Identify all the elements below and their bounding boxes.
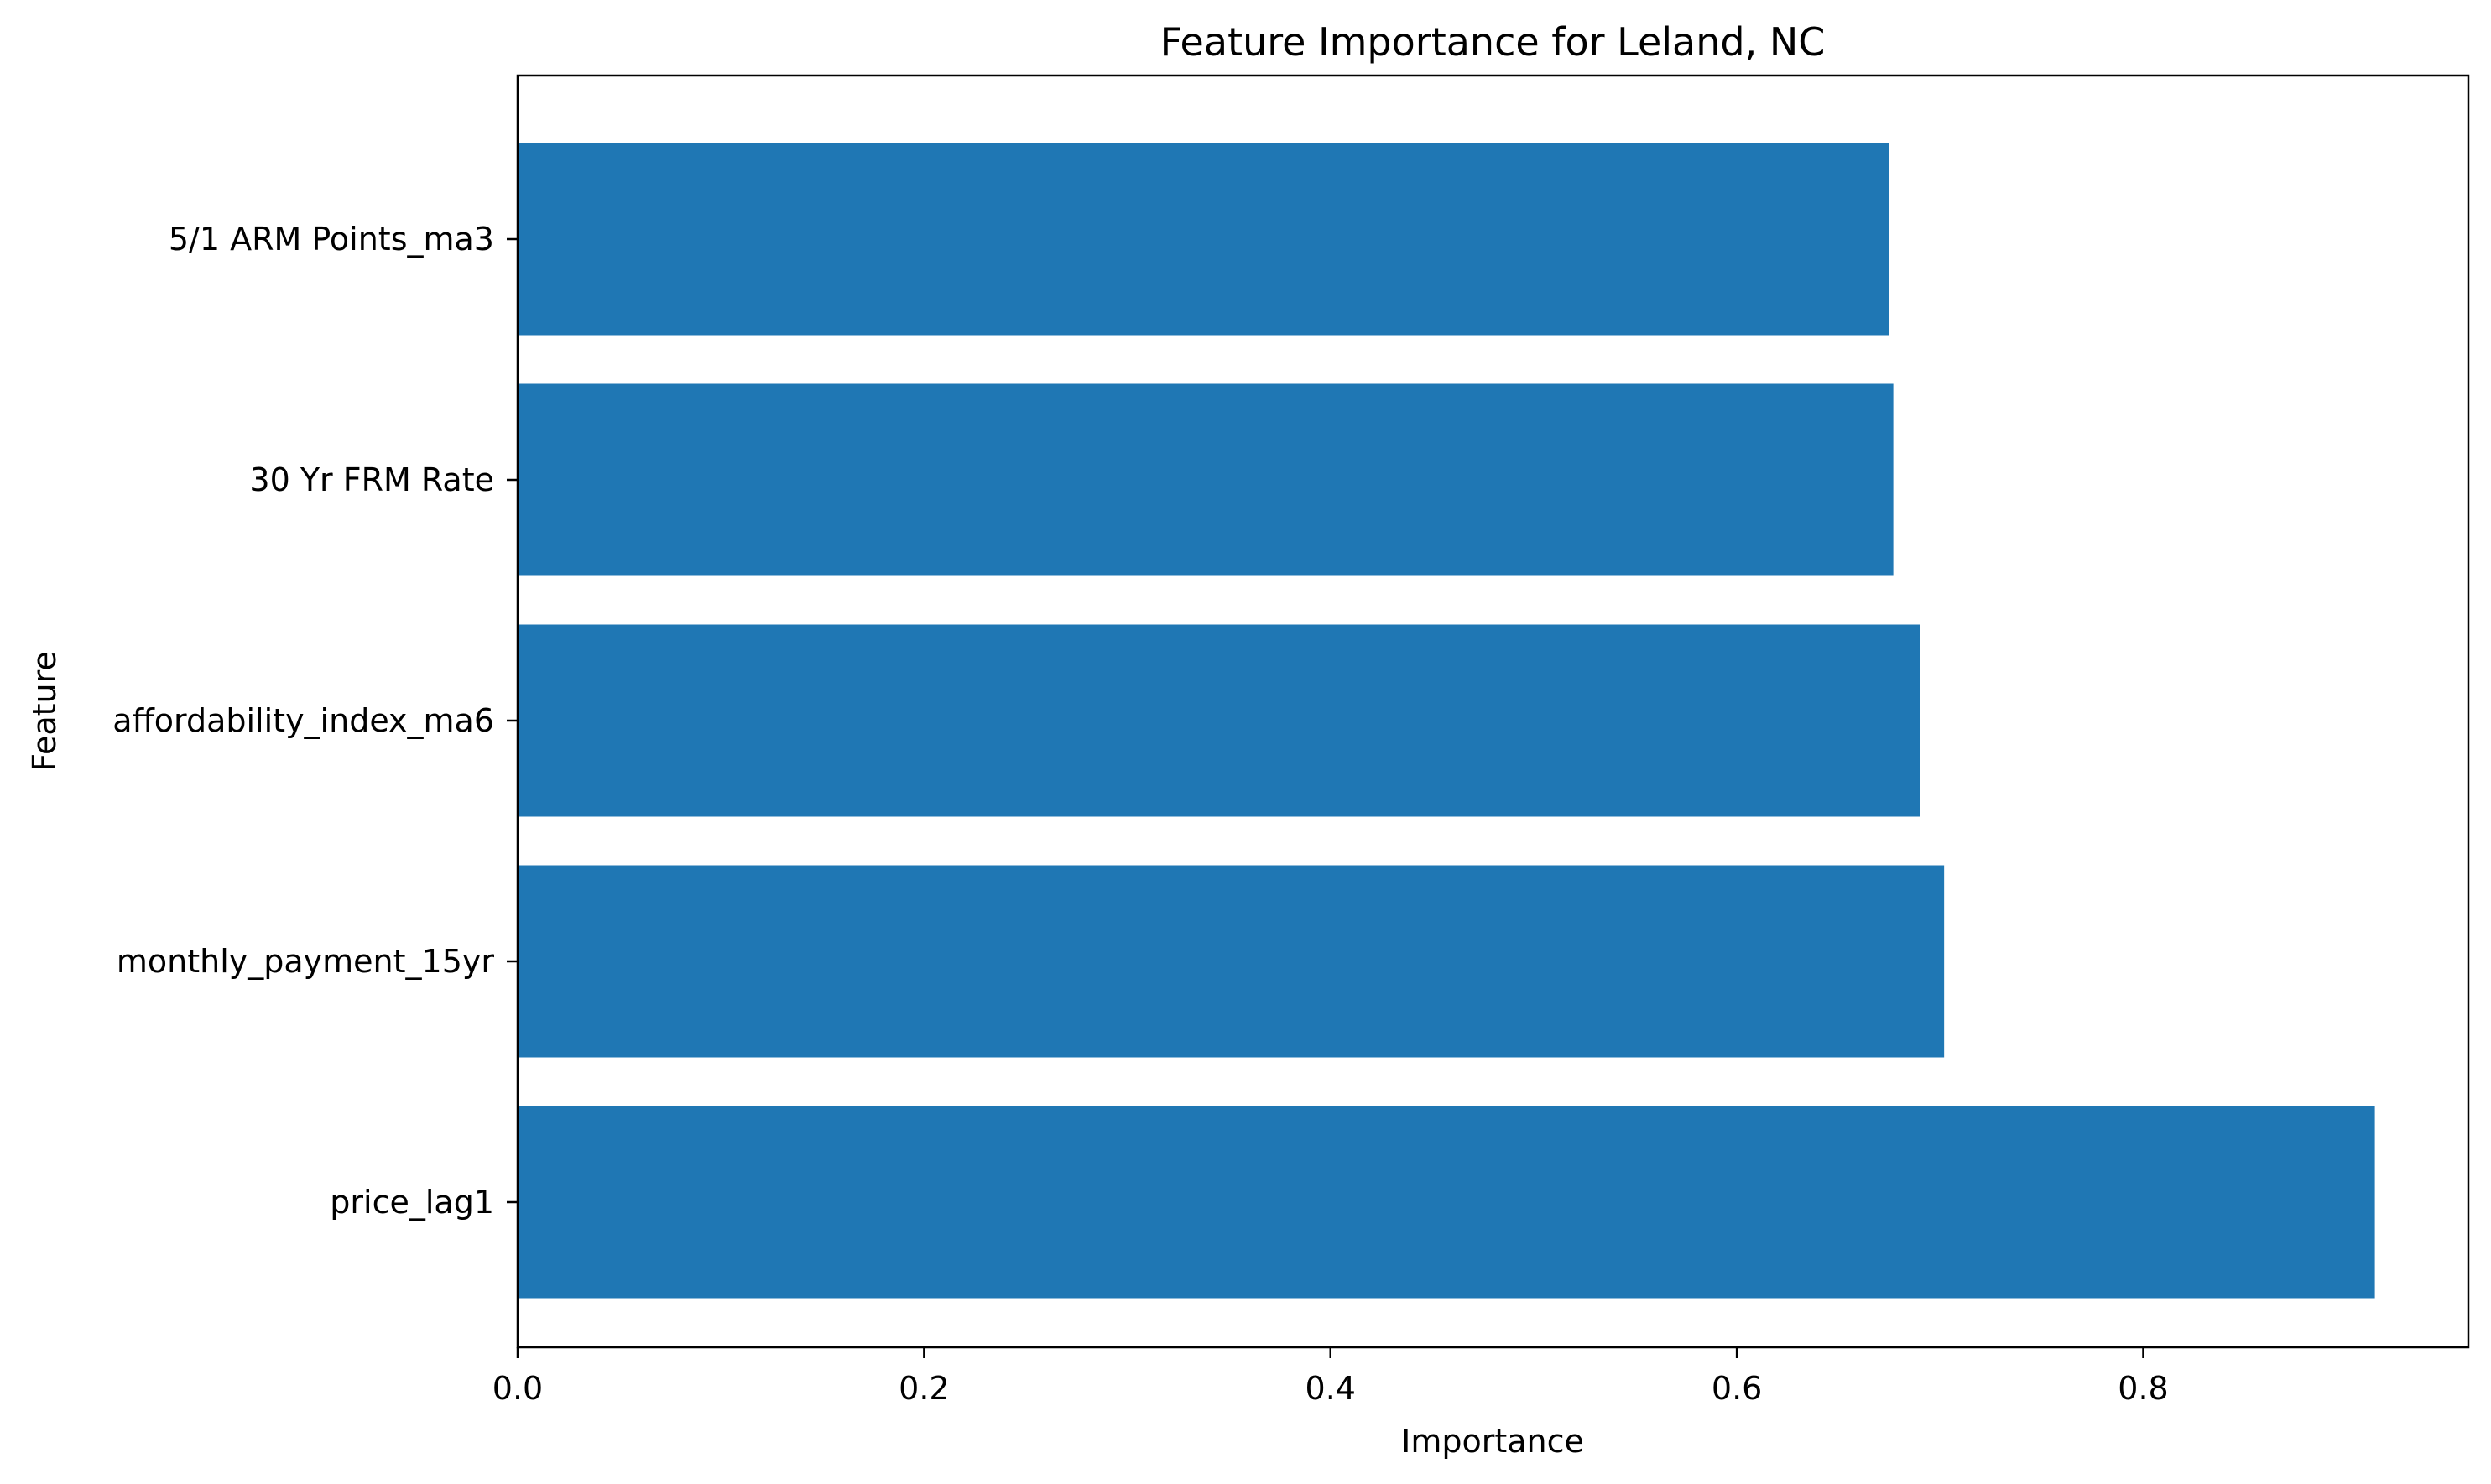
x-tick-label: 0.8	[2118, 1370, 2168, 1407]
y-tick-label: 5/1 ARM Points_ma3	[169, 221, 494, 258]
x-ticks: 0.0 0.2 0.4 0.6 0.8	[492, 1347, 2169, 1407]
plot-frame	[516, 74, 2470, 1349]
y-tick-label: monthly_payment_15yr	[117, 943, 494, 980]
x-axis-label: Importance	[1401, 1423, 1584, 1460]
x-tick-label: 0.0	[492, 1370, 543, 1407]
bar	[518, 865, 1945, 1058]
x-tick-label: 0.6	[1712, 1370, 1762, 1407]
bar	[518, 1106, 2375, 1299]
bars	[518, 143, 2375, 1299]
chart-title: Feature Importance for Leland, NC	[1160, 19, 1826, 65]
x-tick-label: 0.2	[899, 1370, 949, 1407]
y-tick-label: affordability_index_ma6	[112, 702, 494, 739]
bar	[518, 383, 1894, 576]
bar	[518, 624, 1920, 817]
y-ticks: price_lag1 monthly_payment_15yr affordabil…	[112, 221, 518, 1221]
y-tick-label: 30 Yr FRM Rate	[249, 461, 494, 498]
bar	[518, 143, 1889, 336]
y-axis-label: Feature	[26, 651, 63, 772]
y-tick-label: price_lag1	[330, 1184, 494, 1221]
x-tick-label: 0.4	[1305, 1370, 1356, 1407]
